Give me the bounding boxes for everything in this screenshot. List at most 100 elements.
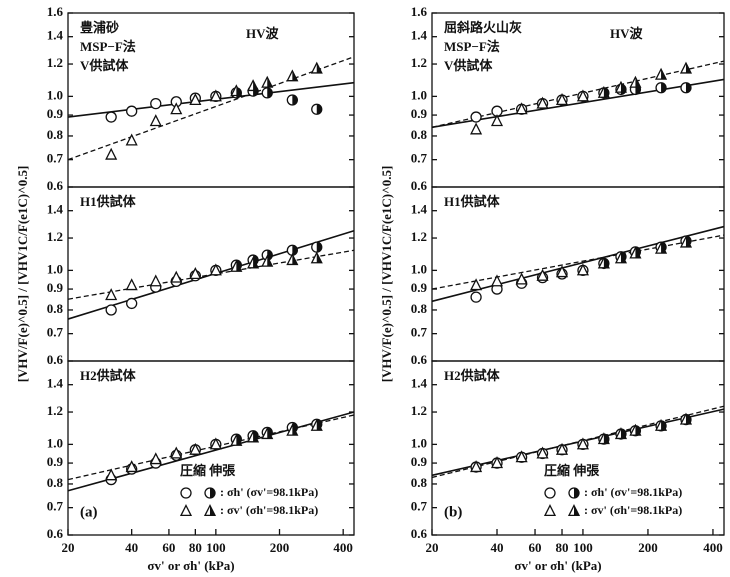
y-tick-label: 1.0 [47,87,63,102]
marker-fill [267,87,273,98]
panel-note: 屈斜路火山灰 [444,20,522,35]
y-tick-label: 0.6 [411,352,428,367]
marker-fill [236,85,242,96]
data-point [679,412,693,425]
data-point [105,288,118,301]
y-tick-label: 0.8 [411,127,428,142]
panel-note: MSP−F法 [80,39,136,54]
y-axis-label: [VHV/F(e)^0.5] / [VHV1C/F(e1C)^0.5] [15,166,30,383]
data-point [629,423,642,436]
data-point [310,61,323,74]
marker-outline [209,437,222,450]
marker-outline [170,102,183,115]
data-point [470,460,483,473]
marker-outline [515,272,528,285]
marker-fill [661,243,667,254]
marker-fill [292,245,298,256]
fit-line [431,234,725,290]
marker-outline [490,274,504,287]
y-tick-label: 1.2 [411,403,427,418]
data-point [149,114,162,127]
marker-outline [555,442,569,455]
legend-marker [543,504,557,517]
y-tick-label: 0.6 [47,526,64,541]
data-point [126,105,138,117]
data-point [629,246,642,259]
marker-outline [105,468,118,481]
marker-outline [179,504,193,517]
marker-fill [253,257,259,268]
data-point [286,423,299,436]
panel-note: MSP−F法 [444,39,500,54]
marker-outline [189,93,202,106]
data-point [105,468,118,481]
marker-fill [267,428,273,439]
marker-fill [620,82,626,93]
data-point [261,75,274,88]
y-tick-label: 1.0 [411,261,427,276]
data-point [555,265,569,278]
marker-outline [544,487,556,499]
marker-fill [316,242,322,253]
marker-fill [635,425,641,436]
data-point [555,442,569,455]
marker-outline [209,263,222,276]
data-point [286,94,298,106]
marker-outline [536,446,549,459]
data-point [536,96,549,109]
marker-outline [149,274,162,287]
legend-text: : σv' (σh'=98.1kPa) [584,503,682,517]
marker-outline [470,111,482,123]
y-tick-label: 0.9 [47,454,64,469]
y-tick-label: 1.4 [47,28,64,43]
data-point [536,268,549,281]
marker-outline [150,97,162,110]
legend-marker [568,487,580,499]
data-point [629,75,642,88]
marker-fill [685,82,691,93]
data-point [189,442,202,455]
data-point [105,304,117,316]
marker-fill [603,433,609,444]
marker-outline [105,147,118,160]
x-tick-label: 400 [703,540,723,555]
marker-fill [620,428,626,439]
marker-outline [125,460,138,473]
marker-outline [189,267,202,280]
marker-outline [536,96,549,109]
legend-header: 圧縮 伸張 [544,463,600,478]
legend-text: : σv' (σh'=98.1kPa) [220,503,318,517]
marker-outline [105,304,117,316]
data-point [170,102,183,115]
data-point [286,69,299,82]
marker-fill [574,488,579,498]
legend-marker [544,487,556,499]
marker-outline [126,297,138,310]
marker-fill [603,87,609,98]
legend-marker [179,504,193,517]
marker-outline [170,446,183,459]
data-point [614,80,628,93]
marker-fill [316,420,322,431]
y-tick-label: 0.6 [411,526,428,541]
marker-outline [170,270,183,283]
marker-fill [210,505,215,516]
data-point [515,272,528,285]
x-axis-label: σv' or σh' (kPa) [147,558,234,573]
data-point [614,427,628,440]
data-point [105,147,118,160]
x-tick-label: 80 [556,540,569,555]
data-point [679,235,693,248]
marker-outline [490,456,504,469]
x-tick-label: 40 [491,540,504,555]
marker-fill [267,77,273,88]
marker-fill [685,63,691,73]
y-tick-label: 1.4 [47,376,64,391]
y-tick-label: 1.6 [47,4,64,19]
y-tick-label: 1.6 [411,4,428,19]
data-point [655,82,667,94]
data-point [490,456,504,469]
legend-text: : σh' (σv'=98.1kPa) [220,485,318,499]
y-tick-label: 0.7 [47,325,64,340]
